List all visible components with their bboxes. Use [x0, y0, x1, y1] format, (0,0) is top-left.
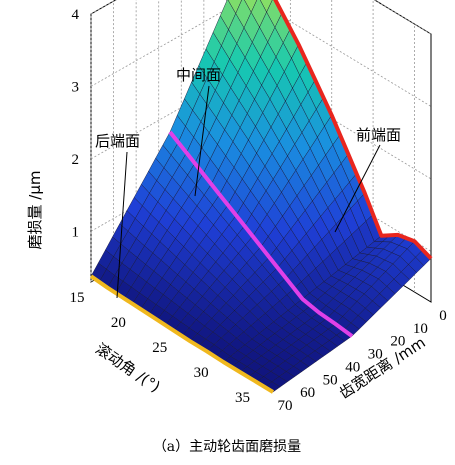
rear-face-label: 后端面: [95, 132, 140, 150]
y-tick-label: 70: [278, 398, 293, 414]
z-gridline: [90, 0, 432, 107]
middle-leader-line: [194, 85, 210, 197]
tick-labels: 1 2 3 4 15 20 25 30 35 0 10 20 30 40 50 60 70: [70, 7, 447, 414]
z-tick-label: 4: [72, 7, 80, 23]
y-tick-label: 10: [413, 321, 428, 337]
rear-leader-line: [116, 151, 128, 299]
x-tick-label: 20: [111, 315, 126, 331]
front-face-label: 前端面: [356, 126, 401, 144]
z-tick-label: 3: [72, 79, 80, 95]
z-tick-label: 2: [72, 152, 80, 168]
rear-face-curve: [89, 274, 275, 394]
z-tick-label: 1: [72, 224, 80, 240]
x-tick-label: 25: [152, 340, 167, 356]
x-tick-label: 30: [194, 365, 209, 381]
face-curves: [89, 0, 433, 394]
x-tick-label: 35: [235, 390, 250, 406]
front-face-curve: [273, 0, 433, 260]
wear-surface: [90, 0, 432, 393]
middle-face-curve: [168, 130, 354, 338]
y-tick-label: 50: [323, 372, 338, 388]
y-tick-label: 30: [368, 347, 383, 363]
z-axis-label: 磨损量 /μm: [26, 171, 44, 250]
y-tick-label: 0: [439, 308, 447, 324]
front-leader-line: [334, 144, 381, 233]
y-tick-label: 20: [390, 334, 405, 350]
middle-face-label: 中间面: [176, 66, 221, 84]
figure-caption: （a）主动轮齿面磨损量: [153, 439, 301, 455]
y-tick-label: 60: [300, 385, 315, 401]
y-tick-label: 40: [345, 359, 360, 375]
x-tick-label: 15: [70, 290, 85, 306]
